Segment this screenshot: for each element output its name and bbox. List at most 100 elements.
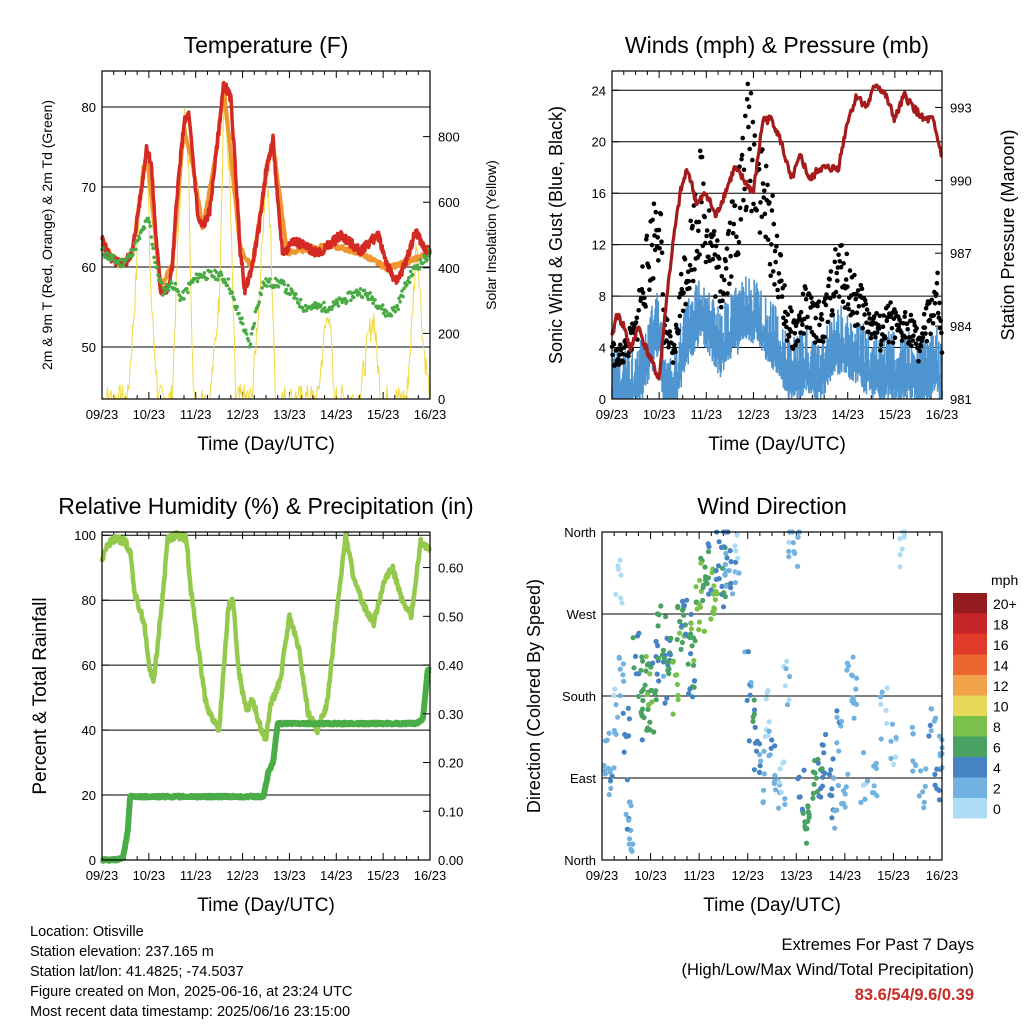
dewpoint-point [345, 299, 349, 304]
direction-point [810, 795, 816, 801]
y2-tick-label: 800 [438, 130, 460, 145]
direction-point [929, 706, 935, 712]
y-tick-label: 24 [592, 83, 606, 98]
dewpoint-point [389, 313, 394, 318]
wind-gust-point [626, 353, 631, 359]
x-tick-label: 11/23 [690, 407, 722, 422]
wind-gust-point [687, 286, 692, 291]
wind-gust-point [656, 258, 661, 263]
x-tick-label: 15/23 [877, 868, 910, 883]
direction-point [687, 686, 693, 692]
direction-point [601, 768, 608, 774]
direction-point [679, 639, 686, 646]
x-tick-label: 12/23 [737, 407, 770, 422]
direction-point [625, 705, 631, 711]
wind-gust-point [855, 288, 861, 293]
direction-point [612, 686, 618, 692]
wind-gust-point [718, 304, 724, 310]
dewpoint-point [150, 242, 154, 247]
wind-gust-point [858, 282, 864, 288]
wind-gust-point [772, 248, 778, 254]
direction-point [888, 755, 894, 762]
direction-point [871, 783, 877, 789]
legend-swatch [953, 695, 987, 716]
x-tick-label: 16/23 [414, 407, 447, 422]
direction-point [766, 719, 772, 725]
wind-gust-point [907, 335, 912, 340]
direction-point [782, 683, 788, 689]
wind-gust-point [800, 322, 805, 328]
wind-gust-point [829, 308, 835, 313]
y2-tick-label: 0.40 [438, 658, 463, 673]
dewpoint-point [152, 255, 156, 260]
direction-point [607, 778, 614, 784]
direction-point [668, 635, 674, 641]
dewpoint-point [267, 280, 271, 284]
direction-point [834, 714, 840, 720]
direction-point [697, 577, 703, 583]
direction-point [608, 785, 614, 792]
wind-gust-point [822, 334, 827, 340]
humidity-xlabel: Time (Day/UTC) [197, 895, 335, 916]
plot-frame [101, 531, 431, 861]
dewpoint-point [156, 273, 160, 277]
wind-gust-point [785, 312, 791, 317]
dewpoint-point [298, 297, 303, 302]
direction-point [666, 671, 672, 677]
dewpoint-point [129, 248, 133, 253]
direction-point [644, 692, 651, 698]
wind-gust-point [738, 217, 744, 222]
wind-gust-point [647, 287, 652, 293]
wind-gust-point [855, 322, 860, 327]
wind-gust-point [783, 319, 789, 324]
direction-point [888, 738, 894, 744]
dewpoint-point [425, 257, 429, 262]
direction-point [626, 817, 632, 823]
wind-gust-point [750, 157, 755, 163]
dewpoint-point [120, 257, 125, 262]
dewpoint-point [281, 279, 286, 284]
y-tick-label: 8 [599, 289, 606, 304]
direction-point [701, 582, 707, 588]
wind-gust-point [920, 331, 925, 336]
y-tick-label: 20 [82, 788, 96, 803]
direction-point [761, 748, 767, 754]
direction-point [849, 672, 855, 678]
legend-label: 18 [993, 617, 1009, 633]
direction-point [761, 771, 767, 777]
wind-gust-point [621, 359, 626, 365]
temp-2m-line [100, 80, 432, 297]
direction-point [680, 607, 686, 613]
wind-gust-point [760, 181, 766, 186]
wind-gust-point [805, 314, 810, 320]
direction-point [901, 534, 907, 540]
dewpoint-point [253, 309, 258, 314]
wind-gust-point [875, 330, 880, 335]
wind-gust-point [893, 310, 898, 315]
direction-point [926, 733, 932, 739]
wind-gust-point [862, 298, 868, 303]
direction-point [606, 792, 612, 798]
wind-gust-point [747, 146, 752, 152]
direction-point [630, 841, 636, 847]
direction-point [764, 690, 770, 696]
wind-gust-point [880, 324, 886, 330]
wind-gust-point [934, 291, 939, 297]
wind-gust-point [840, 299, 846, 305]
dewpoint-point [384, 309, 389, 314]
dewpoint-point [421, 261, 426, 265]
legend-label: 16 [993, 637, 1009, 653]
wind-gust-point [853, 296, 858, 302]
wind-gust-point [722, 277, 727, 283]
direction-point [617, 557, 623, 563]
direction-point [836, 748, 842, 754]
wind-gust-point [902, 314, 907, 319]
dewpoint-point [407, 280, 412, 285]
wind-gust-point [730, 199, 735, 204]
dewpoint-point [155, 265, 159, 269]
dewpoint-point [398, 300, 402, 304]
direction-point [601, 762, 607, 769]
x-tick-label: 11/23 [180, 868, 212, 883]
wind-gust-point [746, 124, 751, 130]
direction-point [722, 594, 729, 600]
